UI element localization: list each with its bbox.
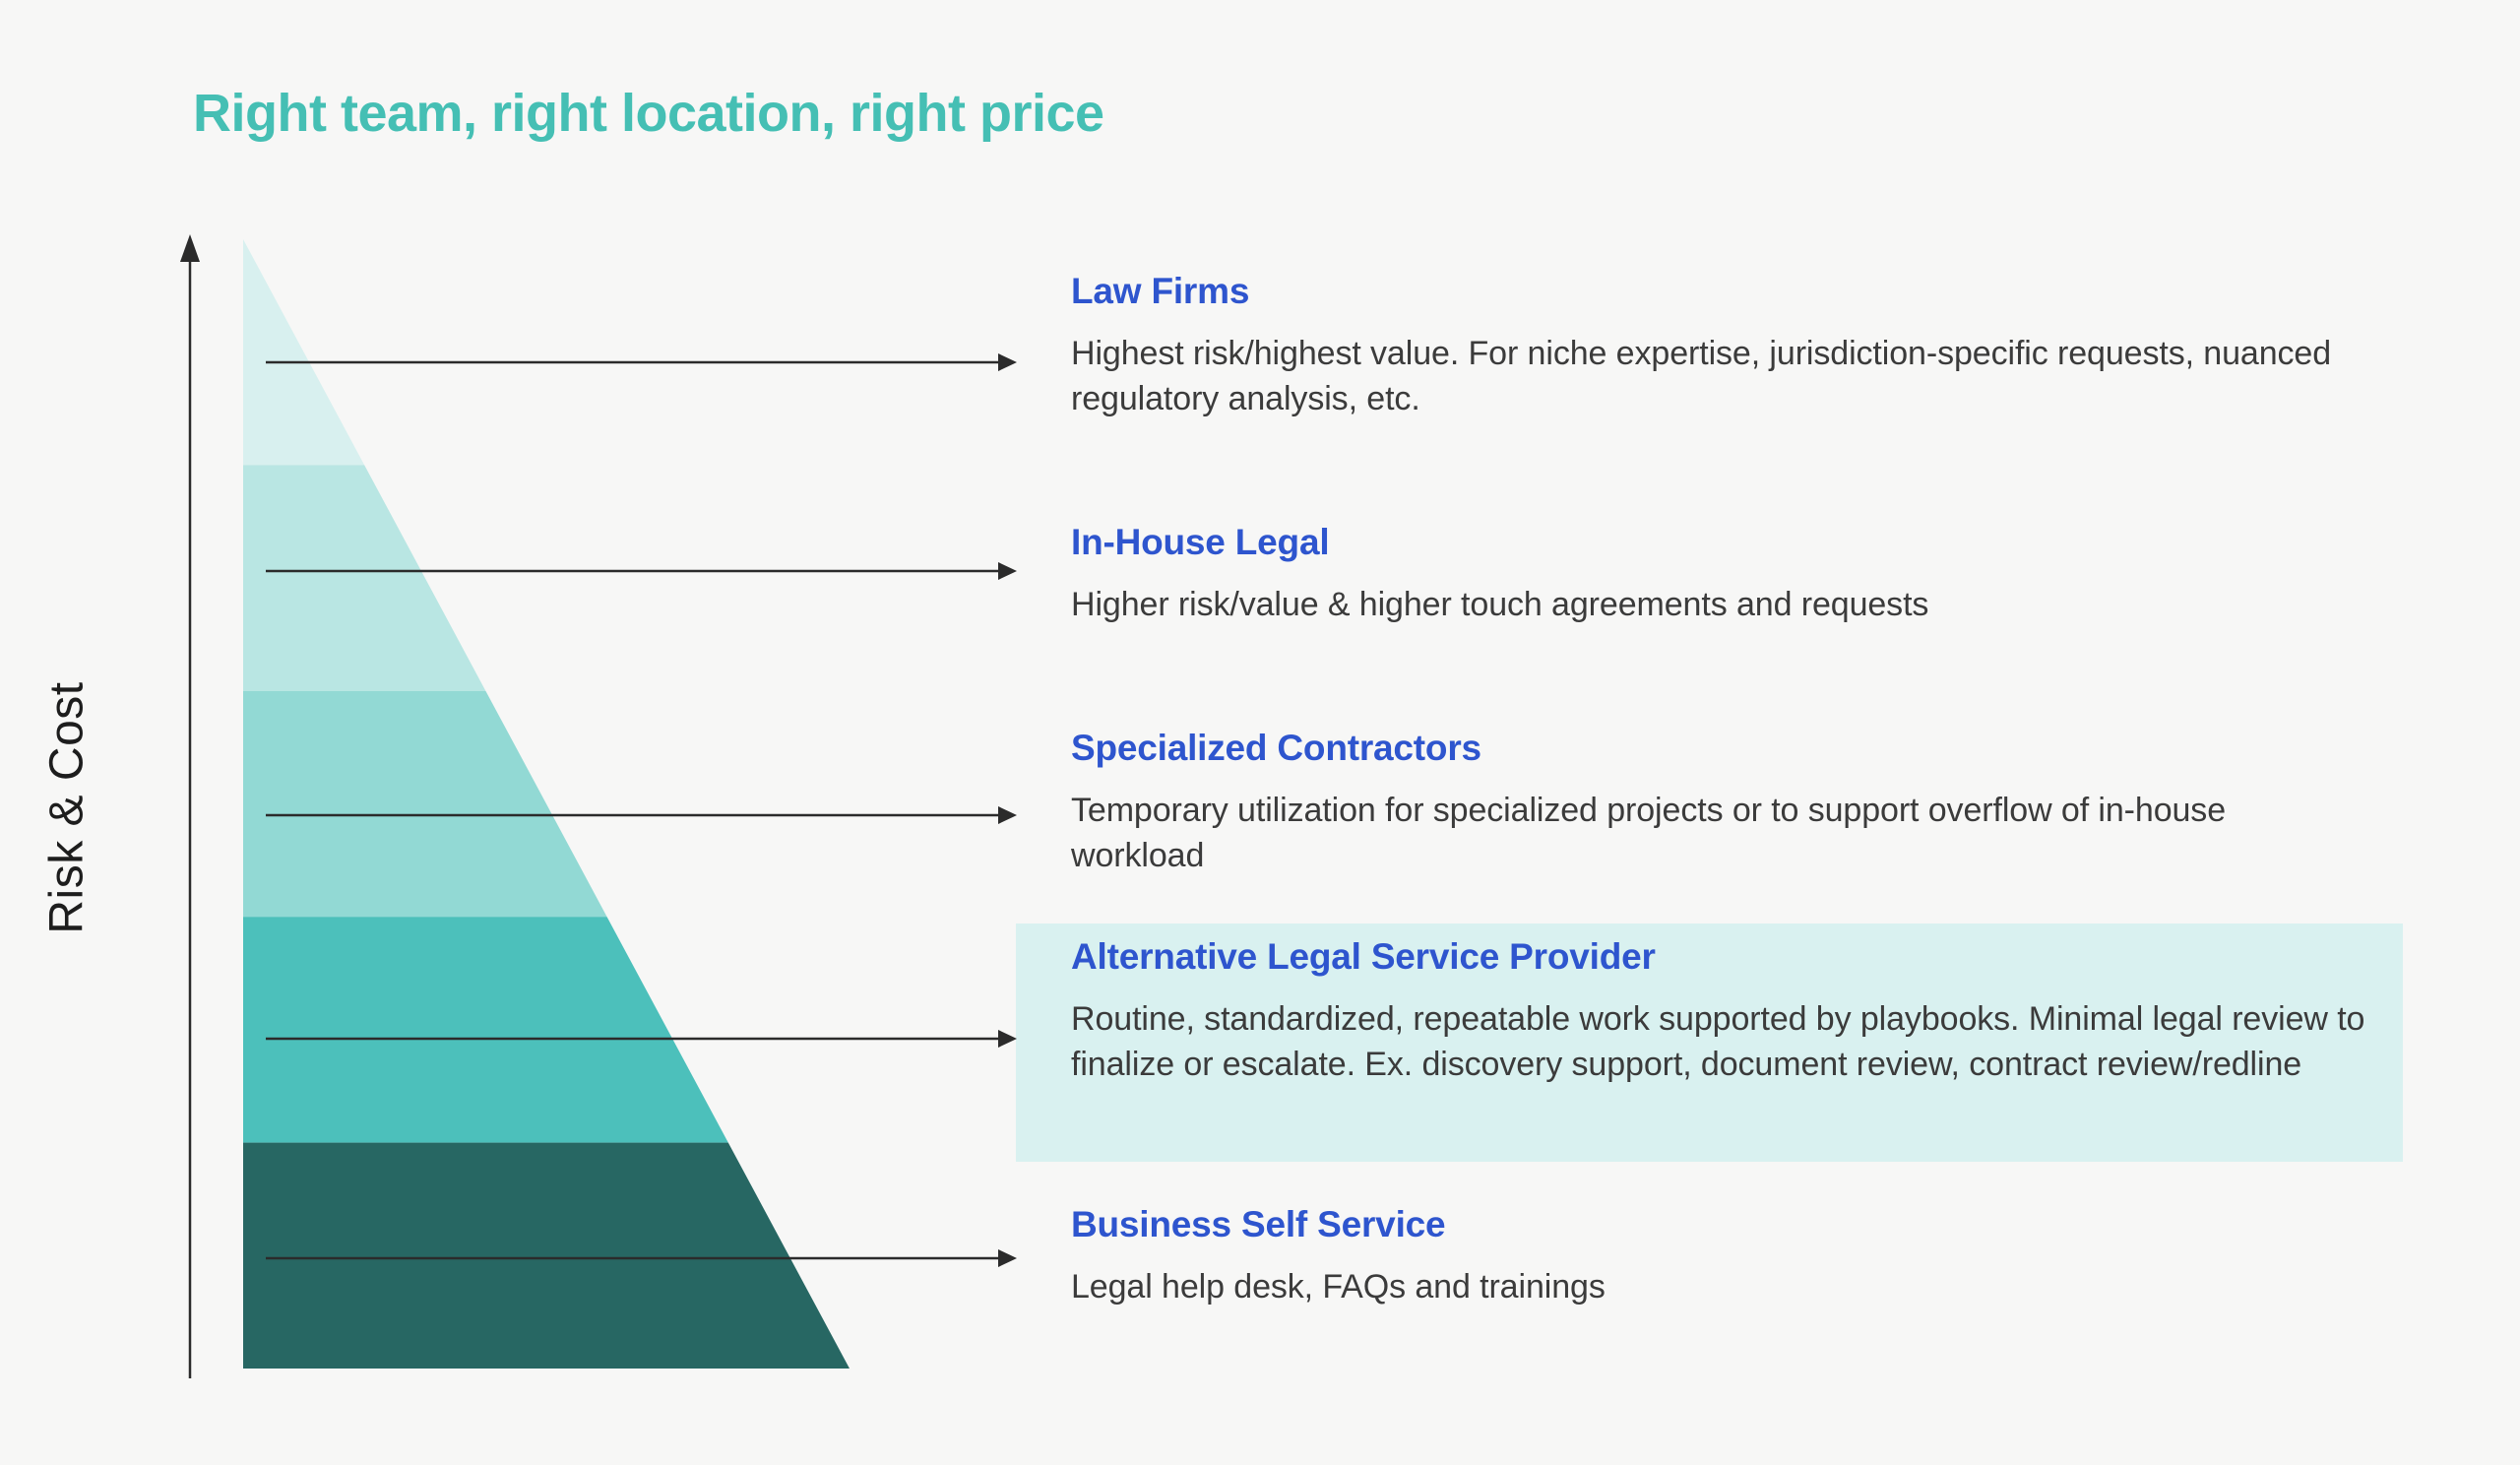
band-alsp <box>243 917 850 1143</box>
tier-heading: In-House Legal <box>1071 522 1330 562</box>
leader-arrows <box>266 353 1017 1267</box>
tier-heading: Alternative Legal Service Provider <box>1071 936 1656 977</box>
leader-arrow-1 <box>266 353 1017 371</box>
tier-block-law-firms: Law Firms Highest risk/highest value. Fo… <box>1071 270 2395 421</box>
y-axis-arrowhead-icon <box>180 234 200 262</box>
leader-arrow-2 <box>266 562 1017 580</box>
tier-description: Higher risk/value & higher touch agreeme… <box>1071 586 1929 623</box>
tier-block-business-self-service: Business Self Service Legal help desk, F… <box>1071 1203 2449 1309</box>
band-in-house-legal <box>243 465 850 691</box>
tier-block-alternative-legal-service-provider: Alternative Legal Service Provider Routi… <box>1071 935 2400 1087</box>
page-title: Right team, right location, right price <box>193 84 1104 143</box>
tier-description: Temporary utilization for specialized pr… <box>1071 792 2227 874</box>
leader-arrow-3 <box>266 806 1017 824</box>
tier-heading: Law Firms <box>1071 271 1250 311</box>
arrowhead-icon <box>998 1249 1017 1267</box>
band-business-self-service <box>243 1142 850 1369</box>
tier-block-in-house-legal: In-House Legal Higher risk/value & highe… <box>1071 521 2449 627</box>
arrowhead-icon <box>998 353 1017 371</box>
y-axis <box>180 234 200 1378</box>
arrowhead-icon <box>998 806 1017 824</box>
pyramid-bands <box>243 239 850 1369</box>
leader-arrow-5 <box>266 1249 1017 1267</box>
leader-arrow-4 <box>266 1030 1017 1048</box>
band-specialized-contractors <box>243 690 850 918</box>
tier-block-specialized-contractors: Specialized Contractors Temporary utiliz… <box>1071 727 2297 878</box>
tier-heading: Specialized Contractors <box>1071 728 1481 768</box>
tier-description: Legal help desk, FAQs and trainings <box>1071 1268 1606 1306</box>
alsp-highlight-box <box>1016 924 2403 1162</box>
tier-heading: Business Self Service <box>1071 1204 1446 1244</box>
tier-description: Highest risk/highest value. For niche ex… <box>1071 335 2332 417</box>
band-law-firms <box>243 239 850 466</box>
tier-description: Routine, standardized, repeatable work s… <box>1071 1000 2365 1083</box>
arrowhead-icon <box>998 562 1017 580</box>
arrowhead-icon <box>998 1030 1017 1048</box>
